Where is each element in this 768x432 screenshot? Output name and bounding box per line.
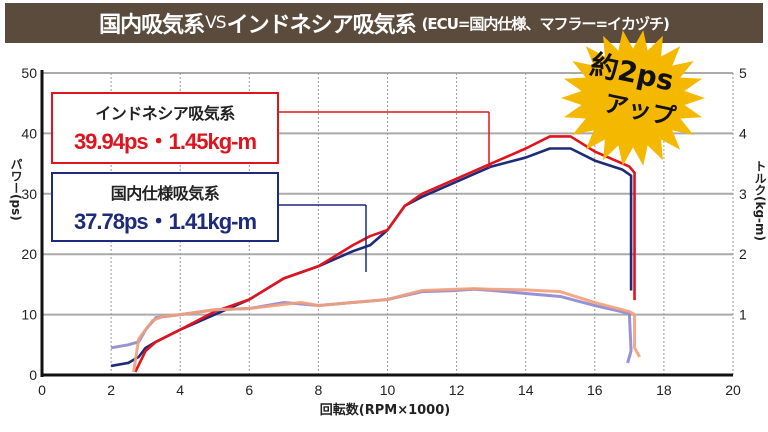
power-curve-1 bbox=[134, 135, 636, 373]
callout-indonesia-name: インドネシア吸気系 bbox=[95, 104, 235, 123]
x-tick-label: 0 bbox=[38, 382, 46, 398]
callout-indonesia: インドネシア吸気系 39.94ps・1.45kg-m bbox=[51, 92, 279, 164]
title-vs: VS bbox=[205, 13, 226, 33]
y2-tick-label: 1 bbox=[739, 307, 747, 323]
y-tick-label: 30 bbox=[21, 186, 37, 202]
y-tick-label: 10 bbox=[21, 307, 37, 323]
x-tick-label: 6 bbox=[245, 382, 253, 398]
title-b: インドネシア吸気系 bbox=[226, 13, 417, 38]
x-tick-label: 14 bbox=[518, 382, 534, 398]
x-tick-label: 10 bbox=[380, 382, 396, 398]
x-tick-label: 4 bbox=[176, 382, 184, 398]
x-tick-label: 8 bbox=[315, 382, 323, 398]
chart-title: 国内吸気系 VS インドネシア吸気系 (ECU=国内仕様、マフラー=イカヅチ) bbox=[5, 3, 763, 43]
y2-tick-label: 5 bbox=[739, 65, 747, 81]
y2-tick-label: 4 bbox=[739, 125, 747, 141]
x-tick-label: 16 bbox=[587, 382, 603, 398]
torque-curve-3 bbox=[132, 287, 642, 373]
callout-domestic: 国内仕様吸気系 37.78ps・1.41kg-m bbox=[51, 172, 279, 242]
x-tick-label: 2 bbox=[107, 382, 115, 398]
x-tick-label: 12 bbox=[449, 382, 465, 398]
y-axis-label: パワー(ps) bbox=[9, 158, 23, 221]
x-tick-label: 20 bbox=[725, 382, 741, 398]
badge-starburst bbox=[561, 30, 705, 166]
y2-tick-label: 2 bbox=[739, 246, 747, 262]
y-tick-label: 50 bbox=[21, 65, 37, 81]
callout-domestic-name: 国内仕様吸気系 bbox=[110, 184, 220, 203]
x-axis-label: 回転数(RPM×1000) bbox=[320, 402, 450, 418]
x-tick-label: 18 bbox=[656, 382, 672, 398]
y-tick-label: 20 bbox=[21, 246, 37, 262]
y-tick-label: 0 bbox=[29, 367, 37, 383]
title-sub: (ECU=国内仕様、マフラー=イカヅチ) bbox=[421, 14, 670, 33]
y2-axis-label: トルク(kg-m) bbox=[753, 160, 767, 242]
y-tick-label: 40 bbox=[21, 125, 37, 141]
callout-indonesia-value: 39.94ps・1.45kg-m bbox=[73, 129, 257, 154]
y2-tick-label: 3 bbox=[739, 186, 747, 202]
title-a: 国内吸気系 bbox=[99, 13, 205, 38]
callout-domestic-value: 37.78ps・1.41kg-m bbox=[73, 209, 257, 234]
